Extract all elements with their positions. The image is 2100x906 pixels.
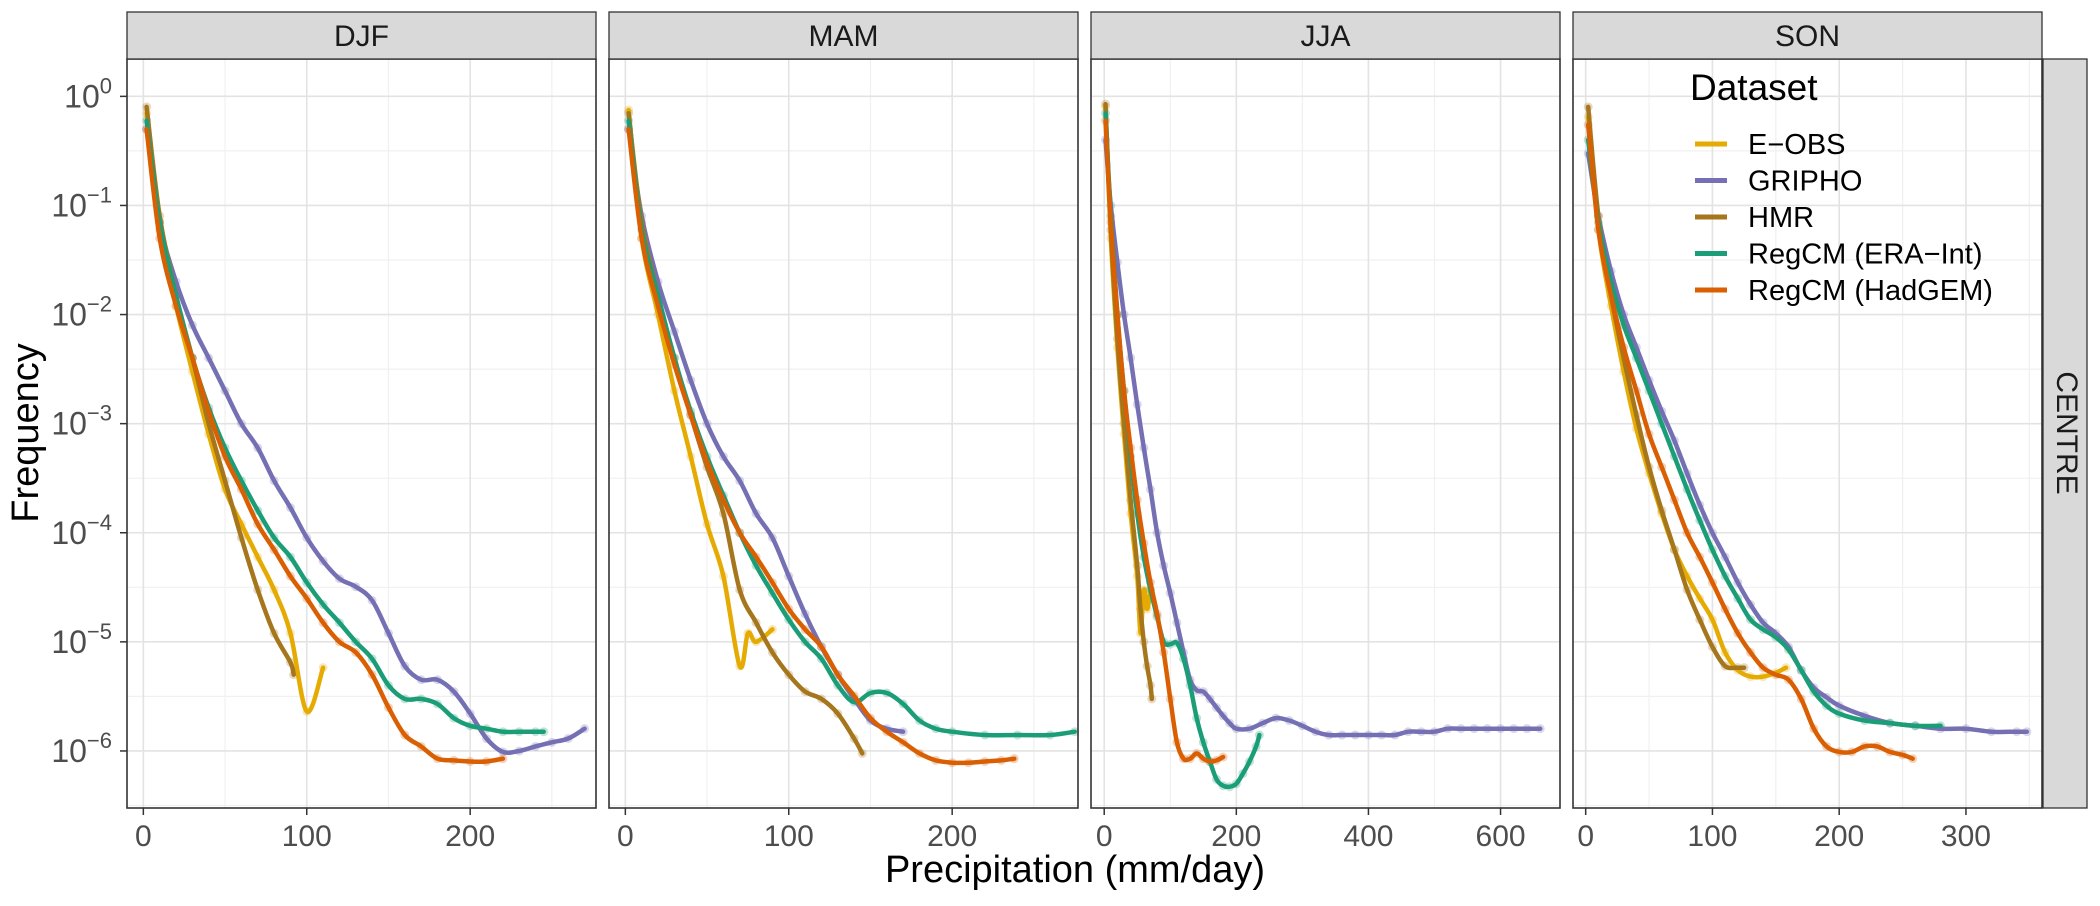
strip-background [1090,11,1561,60]
x-tick-label: 200 [1211,820,1261,853]
y-tick-label: 10−5 [51,619,112,660]
y-tick-label: 10−3 [51,401,112,442]
series-line-regcm-hadgem [1585,122,1915,761]
legend-label: E−OBS [1748,129,1846,161]
x-tick-label: 400 [1343,820,1393,853]
legend-label: RegCM (ERA−Int) [1748,239,1982,271]
panel-background [127,59,596,808]
y-tick-label: 10−6 [51,728,112,769]
panel-djf: DJF 0 100 200 [126,11,597,853]
strip-label: DJF [334,20,389,53]
panel-background [1091,59,1560,808]
panel-mam: MAM 0 100 200 [608,11,1080,853]
series-line-regcm-era-int [1585,137,1943,729]
series-line-gripho [144,126,587,756]
legend-label: RegCM (HadGEM) [1748,275,1993,307]
strip-right-label: CENTRE [2050,371,2083,494]
legend-entries: E−OBS GRIPHO HMR RegCM (ERA−Int) RegCM (HadG… [1695,129,1993,307]
legend-label: HMR [1748,202,1814,234]
strip-label: JJA [1300,20,1350,53]
series-line-regcm-hadgem [1103,118,1226,764]
series-line-gripho [1103,137,1543,738]
y-axis-label: Frequency [5,343,47,523]
strip-background [126,11,597,60]
x-tick-label: 100 [282,820,332,853]
strip-background [1572,11,2043,60]
panel-jja: JJA 0 200 400 600 [1090,11,1561,853]
x-tick-label: 0 [1096,820,1113,853]
strip-right-background [2042,58,2088,809]
strip-label: SON [1775,20,1840,53]
x-tick-label: 100 [1687,820,1737,853]
x-tick-label: 300 [1941,820,1991,853]
y-tick-label: 100 [64,73,112,114]
strip-label: MAM [809,20,879,53]
legend: Dataset E−OBS GRIPHO HMR RegCM (ERA−Int) Reg… [1690,67,1993,307]
x-tick-label: 200 [1814,820,1864,853]
legend-title: Dataset [1690,67,1818,108]
x-tick-label: 200 [927,820,977,853]
x-axis-label: Precipitation (mm/day) [885,849,1265,891]
strip-background [608,11,1079,60]
x-tick-label: 0 [617,820,634,853]
x-tick-label: 600 [1476,820,1526,853]
series-line-regcm-hadgem [144,126,506,765]
x-tick-label: 100 [764,820,814,853]
y-tick-label: 10−1 [51,182,112,223]
legend-label: GRIPHO [1748,166,1862,198]
x-tick-label: 200 [445,820,495,853]
panel-son: SON 0 100 200 300 [1572,11,2043,853]
x-tick-label: 0 [1577,820,1594,853]
x-tick-label: 0 [135,820,152,853]
series-line-regcm-hadgem [626,126,1017,766]
y-tick-label: 10−4 [51,510,112,551]
y-tick-label: 10−2 [51,292,112,333]
